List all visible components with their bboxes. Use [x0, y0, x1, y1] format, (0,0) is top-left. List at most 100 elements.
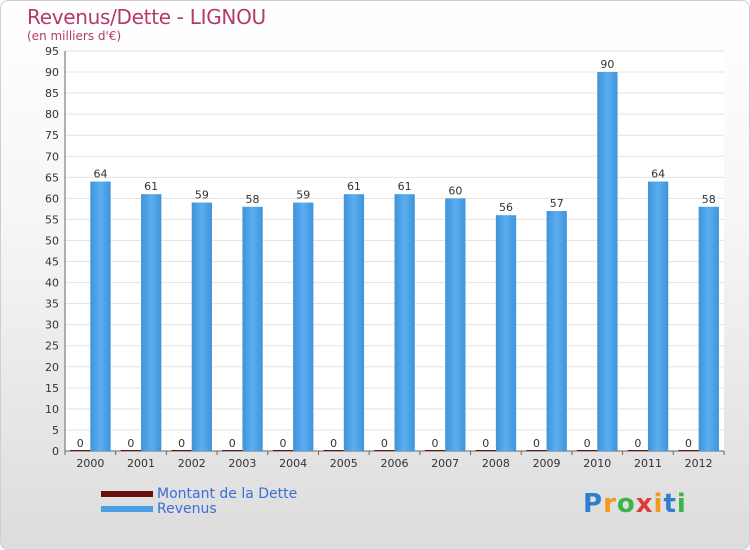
- bar-dette: [70, 450, 91, 451]
- data-label-dette: 0: [127, 437, 134, 450]
- legend-label-dette: Montant de la Dette: [157, 486, 298, 502]
- legend-swatch-dette: [101, 491, 153, 497]
- y-tick-label: 40: [45, 277, 59, 290]
- y-tick-label: 90: [45, 66, 59, 79]
- y-tick-label: 95: [45, 45, 59, 58]
- logo-letter: P: [583, 489, 604, 519]
- bar-dette: [576, 450, 598, 451]
- data-label-dette: 0: [279, 437, 286, 450]
- data-label-dette: 0: [77, 437, 84, 450]
- data-label-dette: 0: [330, 437, 337, 450]
- data-label-revenus: 64: [651, 168, 665, 181]
- legend-label-revenus: Revenus: [157, 501, 217, 517]
- legend-swatch-revenus: [101, 506, 153, 512]
- chart-subtitle: (en milliers d'€): [27, 29, 122, 43]
- x-tick-label: 2012: [685, 457, 713, 470]
- y-tick-label: 85: [45, 87, 59, 100]
- x-tick-label: 2000: [76, 457, 104, 470]
- y-tick-label: 70: [45, 150, 59, 163]
- x-tick-label: 2001: [127, 457, 155, 470]
- bar-revenus: [445, 198, 466, 451]
- y-tick-label: 30: [45, 319, 59, 332]
- bar-dette: [424, 450, 446, 451]
- y-tick-label: 5: [52, 424, 59, 437]
- bar-revenus: [495, 215, 517, 451]
- bar-revenus: [141, 194, 162, 451]
- y-tick-label: 45: [45, 256, 59, 269]
- data-label-dette: 0: [178, 437, 185, 450]
- chart-title: Revenus/Dette - LIGNOU: [27, 5, 266, 29]
- y-tick-label: 10: [45, 403, 59, 416]
- logo-letter: o: [616, 489, 636, 519]
- bar-revenus: [546, 211, 567, 451]
- bar-dette: [272, 450, 294, 451]
- y-tick-label: 65: [45, 171, 59, 184]
- bar-dette: [222, 450, 243, 451]
- bar-revenus: [647, 181, 669, 452]
- data-label-revenus: 61: [144, 180, 158, 193]
- bar-revenus: [698, 206, 719, 451]
- x-tick-label: 2004: [279, 457, 307, 470]
- data-label-revenus: 90: [600, 58, 614, 71]
- bar-revenus: [90, 181, 111, 452]
- bar-dette: [678, 450, 699, 451]
- bar-dette: [323, 450, 344, 451]
- data-label-revenus: 58: [246, 193, 260, 206]
- logo-letter: i: [676, 489, 687, 519]
- logo-letter: x: [635, 489, 654, 519]
- data-label-dette: 0: [685, 437, 692, 450]
- data-label-revenus: 61: [347, 180, 361, 193]
- data-label-dette: 0: [229, 437, 236, 450]
- y-tick-label: 20: [45, 361, 59, 374]
- y-tick-label: 35: [45, 298, 59, 311]
- bar-dette: [374, 450, 395, 451]
- data-label-revenus: 60: [448, 184, 462, 197]
- x-tick-label: 2009: [533, 457, 561, 470]
- bar-dette: [171, 450, 192, 451]
- x-tick-label: 2008: [482, 457, 510, 470]
- bar-revenus: [343, 194, 365, 451]
- bar-revenus: [394, 194, 415, 451]
- x-tick-label: 2011: [634, 457, 662, 470]
- data-label-revenus: 59: [195, 189, 209, 202]
- data-label-dette: 0: [432, 437, 439, 450]
- bar-revenus: [242, 206, 263, 451]
- data-label-revenus: 57: [550, 197, 564, 210]
- y-tick-label: 60: [45, 192, 59, 205]
- data-label-revenus: 58: [702, 193, 716, 206]
- data-label-revenus: 59: [296, 189, 310, 202]
- x-tick-label: 2003: [228, 457, 256, 470]
- data-label-dette: 0: [482, 437, 489, 450]
- bar-revenus: [191, 202, 213, 451]
- data-label-revenus: 64: [93, 168, 107, 181]
- logo-letter: i: [653, 489, 664, 519]
- data-label-revenus: 61: [398, 180, 412, 193]
- y-tick-label: 55: [45, 213, 59, 226]
- x-tick-label: 2006: [381, 457, 409, 470]
- bar-dette: [526, 450, 547, 451]
- bar-revenus: [597, 72, 618, 451]
- data-label-dette: 0: [634, 437, 641, 450]
- data-label-dette: 0: [533, 437, 540, 450]
- x-tick-label: 2002: [178, 457, 206, 470]
- y-tick-label: 15: [45, 382, 59, 395]
- x-tick-label: 2010: [583, 457, 611, 470]
- proxiti-logo: Proxiti: [583, 489, 687, 519]
- data-label-revenus: 56: [499, 201, 513, 214]
- data-label-dette: 0: [584, 437, 591, 450]
- y-tick-label: 0: [52, 445, 59, 458]
- y-tick-label: 75: [45, 129, 59, 142]
- x-tick-label: 2007: [431, 457, 459, 470]
- bar-dette: [120, 450, 142, 451]
- logo-letter: r: [603, 489, 617, 519]
- bar-revenus: [293, 202, 314, 451]
- y-tick-label: 80: [45, 108, 59, 121]
- x-tick-label: 2005: [330, 457, 358, 470]
- data-label-dette: 0: [381, 437, 388, 450]
- bar-dette: [475, 450, 496, 451]
- bar-dette: [627, 450, 648, 451]
- y-tick-label: 50: [45, 234, 59, 247]
- y-tick-label: 25: [45, 340, 59, 353]
